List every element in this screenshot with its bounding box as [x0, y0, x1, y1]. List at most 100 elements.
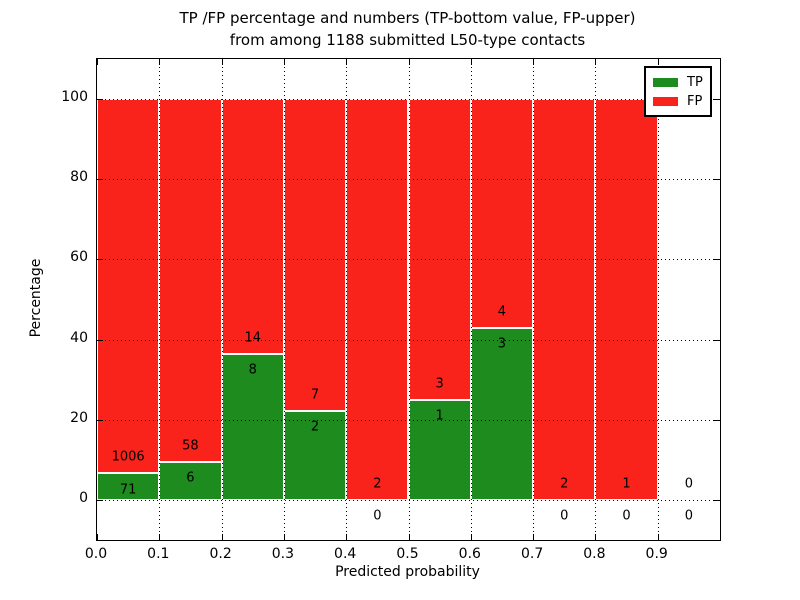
- tp-count-label: 0: [684, 508, 693, 524]
- fp-bar-segment: [470, 99, 534, 329]
- x-tick-mark: [97, 59, 98, 65]
- tp-count-label: 0: [373, 508, 382, 524]
- y-tick-mark: [714, 179, 720, 181]
- y-tick-mark: [714, 259, 720, 261]
- y-tick-label: 80: [70, 169, 88, 186]
- tp-bar-segment: [283, 410, 347, 500]
- fp-swatch-icon: [653, 97, 678, 106]
- x-tick-mark: [470, 534, 472, 540]
- x-tick-mark: [221, 59, 223, 65]
- x-tick-mark: [408, 534, 410, 540]
- legend-label-fp: FP: [687, 94, 703, 109]
- legend-label-tp: TP: [687, 75, 703, 90]
- x-tick-mark: [533, 59, 535, 65]
- x-gridline: [533, 59, 535, 540]
- tp-bar-segment: [470, 328, 534, 500]
- tp-count-label: 71: [119, 482, 137, 498]
- y-tick-mark: [714, 339, 720, 341]
- legend-item-fp: FP: [653, 92, 710, 111]
- x-axis-label: Predicted probability: [335, 564, 480, 580]
- tp-count-label: 6: [186, 470, 195, 486]
- tp-count-label: 3: [497, 336, 507, 352]
- y-tick-label: 60: [70, 249, 88, 266]
- y-tick-mark: [714, 99, 720, 101]
- fp-count-label: 58: [182, 438, 199, 454]
- x-tick-mark: [470, 59, 472, 65]
- x-gridline: [408, 59, 410, 540]
- x-tick-mark: [159, 59, 161, 65]
- x-tick-mark: [159, 534, 161, 540]
- tp-count-label: 2: [310, 419, 320, 435]
- y-tick-label: 20: [70, 409, 88, 426]
- x-tick-label: 0.3: [271, 546, 295, 562]
- chart-title: TP /FP percentage and numbers (TP-bottom…: [96, 7, 719, 51]
- legend: TP FP: [644, 66, 712, 117]
- fp-bar-segment: [533, 99, 596, 500]
- x-tick-mark: [533, 534, 535, 540]
- x-tick-mark: [595, 534, 597, 540]
- x-tick-label: 0.4: [334, 546, 357, 562]
- y-tick-mark: [97, 99, 103, 101]
- x-tick-label: 0.7: [520, 546, 544, 562]
- x-gridline: [595, 59, 597, 540]
- fp-count-label: 1006: [111, 449, 145, 465]
- x-gridline: [470, 59, 472, 540]
- x-tick-mark: [346, 59, 348, 65]
- plot-area: 1006 71 58 6 14 8 7 2 2 0 3 1 4 3 2 0 1 0 0 0: [96, 58, 721, 541]
- fp-bar-segment: [221, 99, 284, 355]
- y-tick-mark: [97, 259, 103, 261]
- fp-bar-segment: [283, 99, 347, 411]
- y-tick-mark: [97, 499, 103, 501]
- fp-bar-segment: [595, 99, 658, 500]
- fp-bar-segment: [97, 99, 160, 474]
- y-tick-mark: [714, 499, 720, 501]
- tp-bar-segment: [159, 462, 222, 500]
- x-gridline: [159, 59, 161, 540]
- x-tick-label: 0.1: [147, 546, 170, 562]
- x-tick-label: 0.2: [209, 546, 232, 562]
- fp-count-label: 1: [622, 476, 631, 492]
- x-tick-mark: [657, 59, 659, 65]
- tp-count-label: 0: [560, 508, 569, 524]
- fp-bar-segment: [408, 99, 471, 400]
- tp-count-label: 0: [622, 508, 631, 524]
- chart-title-line1: TP /FP percentage and numbers (TP-bottom…: [179, 9, 636, 27]
- fp-count-label: 2: [373, 476, 382, 492]
- y-tick-label: 100: [61, 89, 88, 106]
- x-tick-label: 0.0: [84, 546, 108, 562]
- y-tick-mark: [97, 179, 103, 181]
- x-gridline: [657, 59, 659, 540]
- y-tick-mark: [714, 419, 720, 421]
- fp-count-label: 7: [310, 387, 320, 403]
- chart-title-line2: from among 1188 submitted L50-type conta…: [229, 31, 586, 49]
- x-tick-mark: [346, 534, 348, 540]
- fp-count-label: 14: [244, 330, 262, 346]
- y-tick-mark: [97, 419, 103, 421]
- x-tick-mark: [657, 534, 659, 540]
- x-gridline: [221, 59, 223, 540]
- y-tick-mark: [97, 339, 103, 341]
- y-tick-label: 0: [79, 489, 88, 506]
- x-tick-mark: [97, 534, 98, 540]
- y-axis-label: Percentage: [28, 258, 44, 338]
- x-tick-label: 0.6: [458, 546, 481, 562]
- x-tick-mark: [283, 59, 285, 65]
- fp-count-label: 2: [560, 476, 569, 492]
- x-tick-mark: [221, 534, 223, 540]
- tp-count-label: 8: [248, 362, 257, 378]
- fp-count-label: 0: [684, 476, 693, 492]
- x-tick-label: 0.9: [645, 546, 668, 562]
- legend-item-tp: TP: [653, 73, 710, 92]
- tp-count-label: 1: [435, 408, 444, 424]
- fp-count-label: 3: [435, 376, 444, 392]
- x-tick-label: 0.8: [583, 546, 606, 562]
- tp-swatch-icon: [653, 78, 678, 87]
- x-gridline: [346, 59, 348, 540]
- x-tick-mark: [408, 59, 410, 65]
- x-tick-mark: [595, 59, 597, 65]
- tp-bar-segment: [97, 473, 160, 500]
- y-tick-label: 40: [70, 329, 88, 346]
- fp-bar-segment: [159, 99, 222, 463]
- fp-bar-segment: [346, 99, 409, 500]
